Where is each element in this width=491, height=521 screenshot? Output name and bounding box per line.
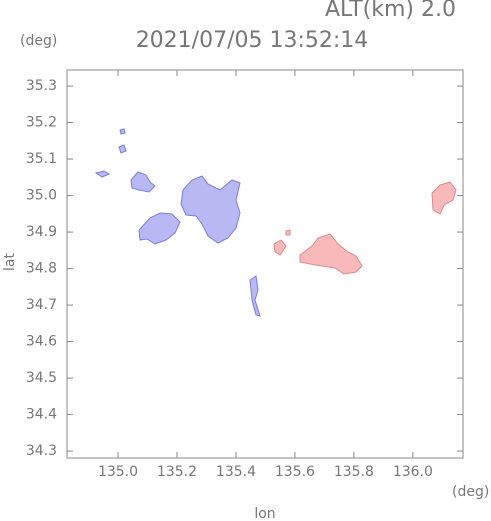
y-tick-label: 35.2 (26, 115, 57, 131)
echo-blob (273, 239, 287, 256)
y-tick-label: 34.6 (26, 334, 57, 350)
y-tick-label: 35.3 (26, 78, 57, 94)
y-tick-label: 34.3 (26, 443, 57, 459)
chart-title: 2021/07/05 13:52:14 (136, 28, 369, 53)
y-tick-label: 34.9 (26, 224, 57, 240)
x-tick-label: 135.2 (157, 464, 197, 480)
x-unit: (deg) (452, 484, 489, 500)
y-tick-label: 35.1 (26, 151, 57, 167)
x-tick-label: 135.6 (275, 464, 315, 480)
echo-blob (138, 212, 181, 245)
echo-blob (431, 181, 457, 215)
echo-blob (94, 170, 111, 178)
echo-blob (285, 229, 291, 236)
y-axis-label: lat (2, 253, 18, 271)
echo-blob (118, 144, 127, 154)
echo-regions (94, 128, 457, 317)
y-tick-label: 34.4 (26, 407, 57, 423)
echo-blob (130, 171, 156, 193)
echo-blob (249, 275, 261, 317)
y-tick-label: 34.8 (26, 261, 57, 277)
echo-blob (180, 175, 241, 244)
x-tick-label: 135.8 (334, 464, 374, 480)
echo-blob (299, 233, 363, 275)
echo-blob (119, 128, 126, 135)
y-unit: (deg) (20, 33, 57, 49)
altitude-label: ALT(km) 2.0 (325, 0, 456, 22)
plot-frame (66, 69, 464, 459)
x-axis-label: lon (254, 506, 275, 521)
y-tick-label: 34.5 (26, 370, 57, 386)
y-tick-label: 35.0 (26, 188, 57, 204)
x-tick-label: 136.0 (393, 464, 433, 480)
x-tick-label: 135.4 (216, 464, 256, 480)
x-tick-label: 135.0 (98, 464, 138, 480)
y-tick-label: 34.7 (26, 297, 57, 313)
